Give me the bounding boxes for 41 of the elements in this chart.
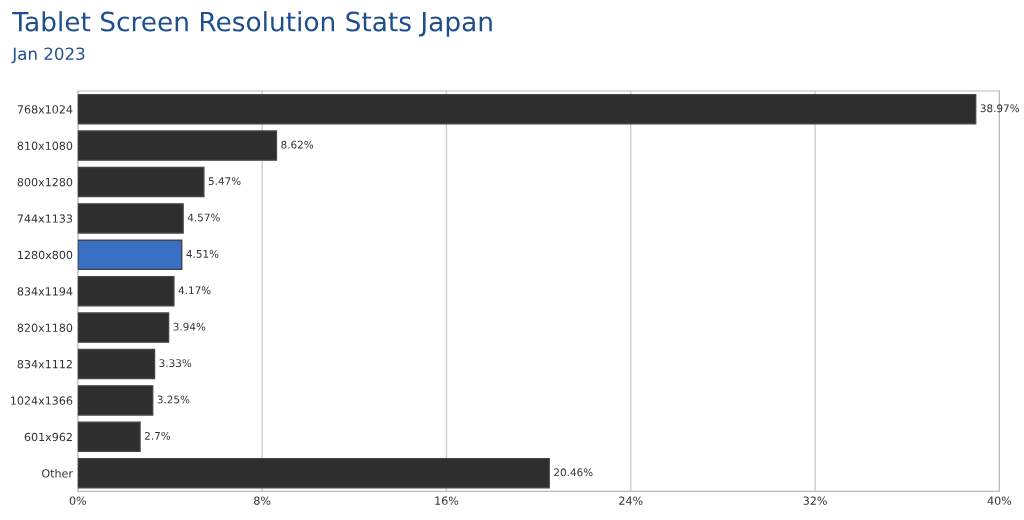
y-tick-label: 834x1112 (17, 359, 72, 369)
x-tick-label: 40% (987, 496, 1012, 505)
data-label: 3.94% (173, 322, 206, 331)
data-label: 3.25% (157, 395, 190, 404)
chart-title: Tablet Screen Resolution Stats Japan (12, 11, 492, 37)
data-label: 4.57% (187, 213, 220, 222)
bar (77, 275, 175, 307)
data-label: 38.97% (980, 104, 1019, 113)
bar (77, 166, 205, 198)
data-label: 8.62% (281, 140, 314, 149)
chart-subtitle: Jan 2023 (11, 47, 85, 64)
data-label: 4.17% (178, 286, 211, 295)
data-label: 20.46% (554, 468, 593, 477)
y-tick-label: 820x1180 (17, 323, 73, 332)
bar (77, 421, 141, 453)
bar (77, 348, 156, 380)
y-tick-label: 744x1133 (17, 214, 73, 223)
data-label: 2.7% (144, 431, 171, 440)
y-tick-label: Other (42, 468, 73, 478)
data-label: 3.33% (159, 359, 192, 368)
x-tick-label: 24% (619, 496, 643, 505)
y-tick-label: 834x1194 (17, 287, 73, 296)
y-tick-label: 601x962 (24, 432, 72, 442)
y-tick-label: 1024x1366 (11, 396, 73, 405)
x-tick-label: 8% (254, 496, 271, 505)
bar (77, 203, 184, 234)
y-tick-label: 768x1024 (17, 105, 73, 114)
y-tick-label: 810x1080 (17, 141, 73, 150)
bar (77, 457, 550, 489)
bar (77, 93, 977, 125)
x-tick-label: 32% (803, 496, 827, 505)
bar (77, 239, 183, 271)
data-label: 4.51% (186, 249, 219, 258)
bar (77, 385, 154, 416)
x-tick-label: 0% (69, 496, 87, 505)
bar (77, 312, 170, 343)
y-tick-label: 800x1280 (17, 177, 73, 187)
bar (77, 130, 278, 161)
x-tick-label: 16% (435, 496, 459, 505)
data-label: 5.47% (208, 177, 241, 186)
y-tick-label: 1280x800 (18, 250, 73, 260)
